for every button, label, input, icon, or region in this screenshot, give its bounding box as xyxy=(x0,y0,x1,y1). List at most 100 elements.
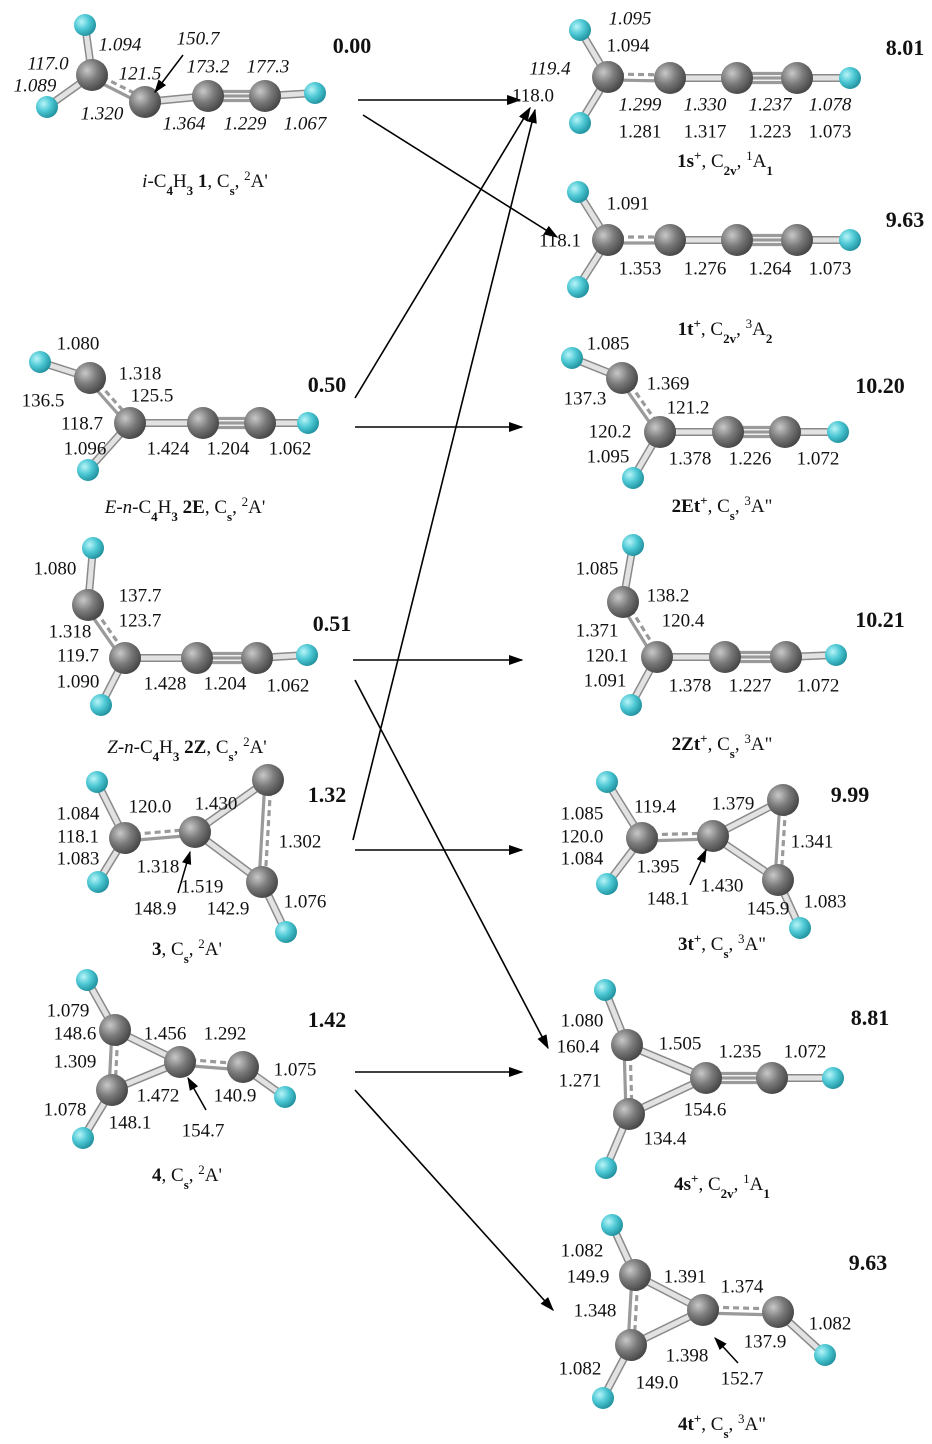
caption-part: A" xyxy=(751,734,772,755)
hydrogen-atom xyxy=(814,1344,836,1366)
geometry-label: 1.229 xyxy=(224,113,267,134)
geometry-label: 1.235 xyxy=(719,1041,762,1062)
carbon-atom xyxy=(619,1259,651,1291)
geometry-label: 1.204 xyxy=(207,438,250,459)
geometry-label: 160.4 xyxy=(557,1036,600,1057)
geometry-label: 1.073 xyxy=(809,258,852,279)
geometry-label: 1.330 xyxy=(684,94,727,115)
caption-part: 3 xyxy=(152,939,162,960)
geometry-label: 1.091 xyxy=(584,670,627,691)
geometry-label: 1.090 xyxy=(57,671,100,692)
hydrogen-atom xyxy=(90,694,112,716)
carbon-atom xyxy=(762,864,794,896)
geometry-label: 1.085 xyxy=(561,803,604,824)
carbon-atom xyxy=(227,1051,259,1083)
geometry-label: 1.378 xyxy=(669,675,712,696)
geometry-label: 150.7 xyxy=(177,28,221,49)
geometry-label: 145.9 xyxy=(747,898,790,919)
caption-part: , xyxy=(189,1165,199,1186)
hydrogen-atom xyxy=(601,1214,623,1236)
geometry-label: 1.302 xyxy=(279,831,322,852)
caption-part: A' xyxy=(251,171,268,192)
hydrogen-atom xyxy=(297,412,319,434)
caption-part: A' xyxy=(248,497,265,518)
geometry-label: 1.292 xyxy=(204,1023,247,1044)
geometry-label: 118.7 xyxy=(61,413,103,434)
geometry-label: 1.085 xyxy=(576,558,619,579)
geometry-label: 1.089 xyxy=(14,75,57,96)
molecule: 1.085138.21.371120.4120.11.0911.3781.227… xyxy=(576,534,905,761)
geometry-label: 1.076 xyxy=(284,891,327,912)
hydrogen-atom xyxy=(72,1127,94,1149)
geometry-label: 138.2 xyxy=(647,585,690,606)
geometry-label: 120.0 xyxy=(561,826,604,847)
caption: i-C4H3 1, Cs, 2A' xyxy=(142,168,268,198)
relative-energy: 0.00 xyxy=(333,33,372,58)
caption-part: , C xyxy=(701,151,723,172)
caption-part: , xyxy=(737,151,747,172)
caption-part: -C xyxy=(147,171,166,192)
geometry-label: 1.428 xyxy=(144,673,187,694)
caption-part: , C xyxy=(162,939,184,960)
molecule: 1.079148.61.4561.2921.3091.0751.0781.472… xyxy=(44,969,347,1192)
geometry-label: 1.072 xyxy=(797,448,840,469)
carbon-atom xyxy=(99,1014,131,1046)
hydrogen-atom xyxy=(304,82,326,104)
caption-part: 2Et xyxy=(672,496,701,517)
geometry-label: 120.2 xyxy=(589,421,632,442)
caption-part: A" xyxy=(745,1414,766,1435)
carbon-atom xyxy=(697,820,729,852)
geometry-label: 1.430 xyxy=(701,875,744,896)
hydrogen-atom xyxy=(595,1157,617,1179)
carbon-atom xyxy=(74,362,106,394)
arrow xyxy=(355,680,548,1048)
geometry-label: 119.4 xyxy=(634,796,677,817)
relative-energy: 8.81 xyxy=(851,1005,890,1030)
hydrogen-atom xyxy=(569,19,591,41)
arrow xyxy=(355,108,530,398)
caption-part: 2Zt xyxy=(672,734,701,755)
geometry-label: 1.371 xyxy=(576,620,619,641)
hydrogen-atom xyxy=(274,1086,296,1108)
carbon-atom xyxy=(781,62,813,94)
carbon-atom xyxy=(709,641,741,673)
geometry-label: 149.0 xyxy=(636,1372,679,1393)
geometry-label: 1.391 xyxy=(664,1266,707,1287)
geometry-label: 1.281 xyxy=(619,121,662,142)
caption-part: H xyxy=(173,171,187,192)
caption-part: , xyxy=(729,1414,739,1435)
relative-energy: 1.42 xyxy=(308,1007,347,1032)
hydrogen-atom xyxy=(839,67,861,89)
carbon-atom xyxy=(72,589,104,621)
caption-part: + xyxy=(700,731,707,746)
geometry-label: 118.1 xyxy=(539,230,581,251)
carbon-atom xyxy=(179,816,211,848)
geometry-label: 118.0 xyxy=(512,85,554,106)
geometry-label: 1.223 xyxy=(749,121,792,142)
caption-part: + xyxy=(700,493,707,508)
geometry-label: 148.9 xyxy=(134,898,177,919)
relative-energy: 10.21 xyxy=(855,607,905,632)
carbon-atom xyxy=(109,822,141,854)
geometry-label: 1.237 xyxy=(749,94,793,115)
geometry-label: 142.9 xyxy=(207,898,250,919)
caption-part: + xyxy=(693,316,700,331)
geometry-label: 1.226 xyxy=(729,448,772,469)
carbon-atom xyxy=(654,62,686,94)
caption-part: , C xyxy=(205,497,227,518)
relative-energy: 10.20 xyxy=(855,373,905,398)
geometry-label: 120.0 xyxy=(129,796,172,817)
caption-part: 2v xyxy=(721,1186,735,1201)
caption-part: + xyxy=(694,148,701,163)
reaction-arrows xyxy=(353,100,557,1310)
caption-part: -C xyxy=(134,737,153,758)
hydrogen-atom xyxy=(74,14,96,36)
geometry-label: 1.080 xyxy=(34,558,77,579)
geometry-label: 154.7 xyxy=(182,1120,225,1141)
carbon-atom xyxy=(244,407,276,439)
caption-part: , C xyxy=(708,734,730,755)
carbon-atom xyxy=(114,407,146,439)
hydrogen-atom xyxy=(76,969,98,991)
